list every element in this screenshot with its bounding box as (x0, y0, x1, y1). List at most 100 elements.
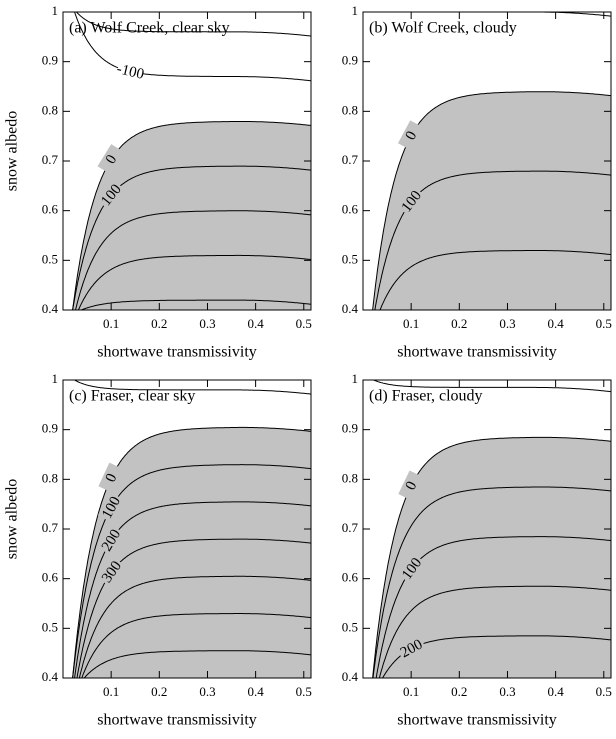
x-tick-label: 0.5 (596, 316, 612, 331)
y-tick-label: 0.9 (42, 53, 58, 68)
contour-line (378, 585, 611, 678)
contour-line (74, 380, 311, 395)
x-tick-label: 0.4 (547, 684, 564, 699)
y-tick-label: 0.7 (342, 152, 359, 167)
x-tick-label: 0.5 (296, 316, 312, 331)
contour-line (74, 12, 311, 82)
y-tick-label: 0.7 (342, 520, 359, 535)
contour-label-bg (97, 524, 125, 556)
contour-line (75, 210, 311, 310)
shaded-region (72, 121, 311, 310)
y-tick-label: 0.5 (342, 251, 358, 266)
y-tick-label: 0.5 (342, 619, 358, 634)
y-tick-label: 1 (352, 371, 359, 386)
contour-line (83, 650, 311, 678)
x-tick-label: 0.2 (151, 684, 167, 699)
shaded-region (372, 437, 611, 678)
contour-label: -100 (115, 61, 145, 83)
x-tick-label: 0.4 (247, 316, 264, 331)
y-tick-label: 0.4 (342, 301, 359, 316)
contour-label-bg (96, 179, 126, 211)
panel-title: (b) Wolf Creek, cloudy (369, 20, 517, 37)
y-tick-label: 0.7 (42, 520, 59, 535)
x-tick-label: 0.3 (199, 684, 215, 699)
y-tick-label: 0.6 (342, 202, 359, 217)
x-tick-label: 0.3 (199, 316, 215, 331)
x-tick-label: 0.3 (499, 316, 515, 331)
contour-line (81, 613, 311, 678)
contour-line (77, 254, 311, 310)
contour-label-bg (97, 144, 125, 175)
x-tick-label: 0.4 (247, 684, 264, 699)
y-tick-label: 0.4 (42, 669, 59, 684)
y-tick-label: 0.7 (42, 152, 59, 167)
x-tick-label: 0.3 (499, 684, 515, 699)
x-tick-label: 0.1 (103, 684, 119, 699)
y-tick-label: 1 (52, 3, 59, 18)
y-tick-label: 0.4 (42, 301, 59, 316)
y-tick-label: 1 (52, 371, 59, 386)
contour-line (374, 12, 611, 17)
panel-title: (d) Fraser, cloudy (369, 388, 483, 405)
contour-line (372, 486, 611, 678)
contour-label-bg (115, 60, 145, 83)
y-tick-label: 0.9 (342, 53, 358, 68)
y-tick-label: 0.6 (42, 570, 59, 585)
contour-label-bg (397, 186, 426, 217)
contour-label-group: 0 (398, 470, 425, 501)
contour-line (76, 12, 311, 37)
x-tick-label: 0.4 (547, 316, 564, 331)
contour-label-group: 0 (97, 144, 125, 175)
contour-line (81, 299, 311, 310)
shaded-region (372, 91, 611, 310)
x-axis-label: shortwave transmissivity (397, 344, 557, 361)
contour-line (78, 575, 311, 678)
x-tick-label: 0.1 (403, 316, 419, 331)
y-tick-label: 1 (352, 3, 359, 18)
contour-label-group: 0 (98, 462, 124, 493)
contour-line (78, 12, 79, 13)
y-tick-label: 0.6 (342, 570, 359, 585)
x-axis-label: shortwave transmissivity (97, 344, 257, 361)
x-tick-label: 0.2 (451, 684, 467, 699)
contour-line (376, 12, 378, 13)
x-axis-label: shortwave transmissivity (397, 712, 557, 729)
contour-label-bg (97, 556, 126, 588)
y-tick-label: 0.6 (42, 202, 59, 217)
contour-line (379, 250, 611, 310)
contour-line (378, 12, 379, 13)
contour-label-bg (397, 553, 426, 584)
contour-line (373, 380, 611, 393)
contour-label-group: 0 (397, 120, 425, 151)
y-tick-label: 0.5 (42, 251, 58, 266)
contour-label-group: -100 (115, 60, 146, 83)
panel-title: (a) Wolf Creek, clear sky (69, 20, 230, 37)
plot-area (372, 12, 611, 310)
y-tick-label: 0.4 (342, 669, 359, 684)
y-axis-label: snow albedo (4, 111, 21, 191)
x-tick-label: 0.2 (451, 316, 467, 331)
y-tick-label: 0.8 (342, 102, 358, 117)
x-tick-label: 0.2 (151, 316, 167, 331)
shaded-region (72, 427, 311, 678)
contour-label-bg (98, 462, 124, 493)
x-tick-label: 0.5 (596, 684, 612, 699)
x-tick-label: 0.5 (296, 684, 312, 699)
y-axis-label: snow albedo (4, 479, 21, 559)
contour-label-bg (397, 120, 425, 151)
contour-label-bg (396, 635, 427, 662)
x-tick-label: 0.1 (103, 316, 119, 331)
y-tick-label: 0.5 (42, 619, 58, 634)
y-tick-label: 0.9 (342, 421, 358, 436)
y-tick-label: 0.8 (42, 102, 58, 117)
x-axis-label: shortwave transmissivity (97, 712, 257, 729)
contour-label-bg (398, 470, 425, 501)
y-tick-label: 0.8 (42, 470, 58, 485)
y-tick-label: 0.9 (42, 421, 58, 436)
x-tick-label: 0.1 (403, 684, 419, 699)
contour-label-bg (97, 492, 125, 523)
panel-title: (c) Fraser, clear sky (69, 388, 195, 405)
plot-area (72, 12, 311, 310)
y-tick-label: 0.8 (342, 470, 358, 485)
